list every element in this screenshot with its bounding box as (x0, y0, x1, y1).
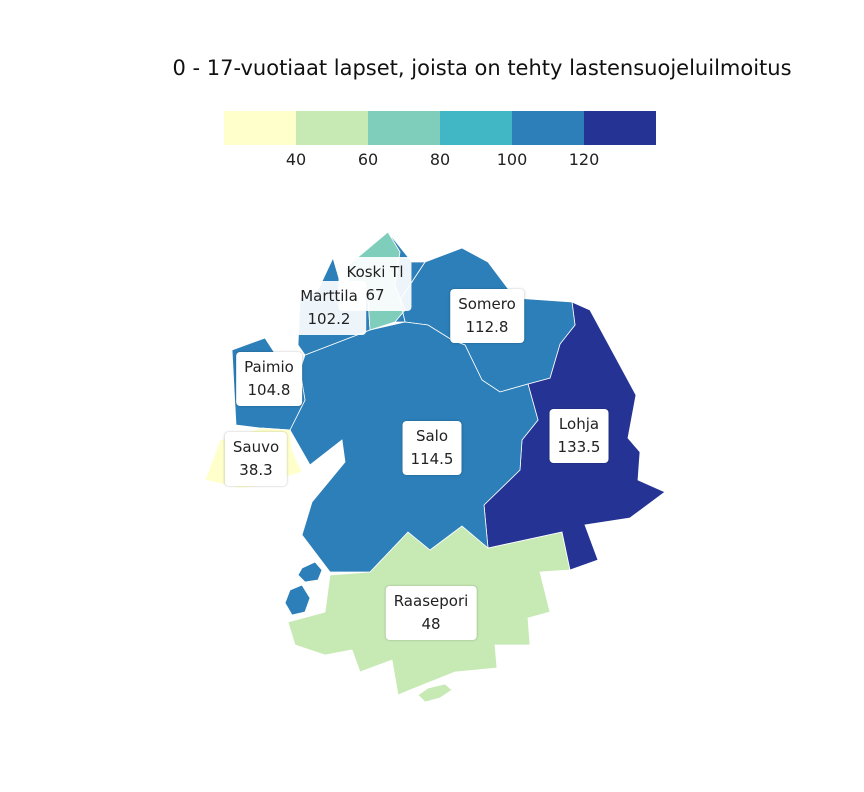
region-label-marttila: Marttila 102.2 (292, 281, 366, 335)
legend-tick: 40 (285, 150, 307, 169)
region-value: 112.8 (465, 318, 509, 336)
color-legend (224, 111, 656, 147)
region-label-salo: Salo 114.5 (402, 421, 462, 475)
region-salo-island[interactable] (284, 584, 311, 616)
region-label-somero: Somero 112.8 (450, 289, 524, 343)
legend-swatch (224, 111, 296, 145)
legend-swatch (296, 111, 368, 145)
legend-swatch (512, 111, 584, 145)
region-label-paimio: Paimio 104.8 (236, 352, 302, 406)
region-value: 114.5 (410, 450, 454, 468)
region-value: 102.2 (307, 310, 351, 328)
region-value: 133.5 (557, 438, 601, 456)
region-name: Somero (458, 295, 516, 313)
region-name: Sauvo (232, 438, 280, 456)
region-label-sauvo: Sauvo 38.3 (224, 432, 288, 486)
region-value: 38.3 (239, 461, 273, 479)
region-value: 104.8 (247, 381, 291, 399)
region-label-lohja: Lohja 133.5 (549, 409, 609, 463)
legend-ticks: 40 60 80 100 120 (0, 150, 864, 176)
region-value: 67 (365, 286, 385, 304)
region-label-raasepori: Raasepori 48 (385, 586, 477, 640)
region-name: Koski Tl (346, 263, 404, 281)
region-label-koski: Koski Tl 67 (338, 257, 412, 311)
legend-swatch (584, 111, 656, 145)
region-name: Paimio (244, 358, 294, 376)
legend-tick: 60 (357, 150, 379, 169)
legend-tick: 120 (568, 150, 600, 169)
legend-swatch (440, 111, 512, 145)
region-salo-island[interactable] (297, 561, 323, 583)
region-value: 48 (421, 615, 441, 633)
region-name: Raasepori (393, 592, 469, 610)
map-title: 0 - 17-vuotiaat lapset, joista on tehty … (172, 56, 792, 80)
legend-tick: 80 (429, 150, 451, 169)
region-name: Lohja (558, 415, 600, 433)
legend-swatch (368, 111, 440, 145)
legend-tick: 100 (496, 150, 528, 169)
region-name: Salo (415, 427, 449, 445)
region-raasepori-island[interactable] (417, 683, 453, 703)
region-name: Marttila (300, 287, 358, 305)
